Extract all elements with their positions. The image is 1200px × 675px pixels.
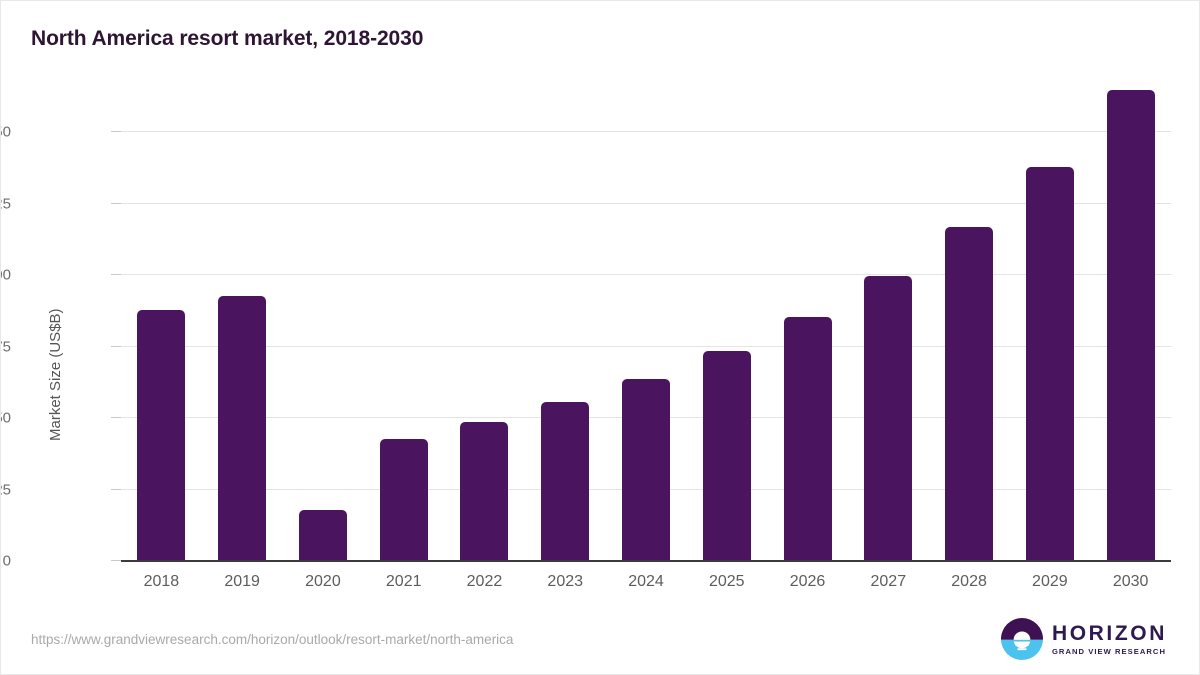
horizon-logo[interactable]: HORIZON GRAND VIEW RESEARCH [1000, 618, 1167, 660]
y-tick-mark [111, 560, 121, 561]
y-tick-label: 75 [1, 338, 11, 356]
gridline [121, 274, 1171, 276]
y-axis-title: Market Size (US$B) [47, 308, 64, 441]
logo-subtitle: GRAND VIEW RESEARCH [1051, 646, 1167, 656]
gridline [121, 131, 1171, 133]
y-tick-mark [111, 345, 121, 347]
bar-2020[interactable] [298, 509, 347, 561]
bar-2024[interactable] [622, 379, 670, 561]
x-tick-label-2022: 2022 [466, 573, 503, 590]
y-tick-label: 125 [1, 195, 11, 213]
x-tick-label-2021: 2021 [385, 573, 422, 590]
x-tick-label-2027: 2027 [870, 573, 907, 590]
x-tick-label-2018: 2018 [143, 573, 180, 590]
x-tick-label-2020: 2020 [305, 573, 341, 590]
bar-2018[interactable] [137, 310, 186, 561]
bars-layer [121, 61, 1171, 561]
y-tick-mark [111, 417, 121, 419]
bar-2022[interactable] [460, 421, 509, 561]
x-tick-label-2025: 2025 [708, 573, 745, 590]
y-tick-mark [111, 131, 121, 133]
y-tick-label: 100 [1, 266, 11, 284]
bar-2029[interactable] [1025, 166, 1074, 561]
y-tick-mark [111, 274, 121, 276]
x-tick-label-2026: 2026 [789, 573, 826, 590]
y-tick-mark [111, 202, 121, 204]
y-tick-label: 25 [1, 481, 11, 499]
x-tick-label-2024: 2024 [628, 573, 664, 590]
plot-area [111, 61, 1171, 562]
page-title: North America resort market, 2018-2030 [31, 27, 424, 50]
logo-text: HORIZON GRAND VIEW RESEARCH [1052, 623, 1167, 656]
bar-2030[interactable] [1106, 90, 1155, 561]
x-tick-label-2028: 2028 [951, 573, 987, 590]
bar-2021[interactable] [379, 439, 428, 561]
y-tick-label: 150 [1, 123, 11, 141]
y-tick-mark [111, 488, 121, 490]
x-tick-label-2023: 2023 [547, 573, 584, 590]
x-axis-baseline [121, 560, 1171, 562]
source-url[interactable]: https://www.grandviewresearch.com/horizo… [31, 632, 514, 647]
bar-2027[interactable] [864, 276, 913, 561]
bar-2025[interactable] [702, 351, 751, 561]
x-tick-label-2030: 2030 [1112, 573, 1149, 590]
logo-wordmark: HORIZON [1051, 621, 1167, 645]
bar-2023[interactable] [541, 402, 590, 561]
y-tick-label: 0 [2, 552, 11, 570]
x-tick-label-2019: 2019 [224, 573, 260, 590]
x-tick-label-2029: 2029 [1032, 573, 1068, 590]
y-tick-label: 50 [1, 409, 11, 427]
bar-2028[interactable] [945, 227, 994, 561]
gridline [121, 202, 1171, 204]
horizon-sunset-icon [1000, 618, 1043, 660]
bar-2026[interactable] [783, 317, 832, 561]
bar-2019[interactable] [218, 296, 267, 561]
gridline [121, 345, 1171, 347]
